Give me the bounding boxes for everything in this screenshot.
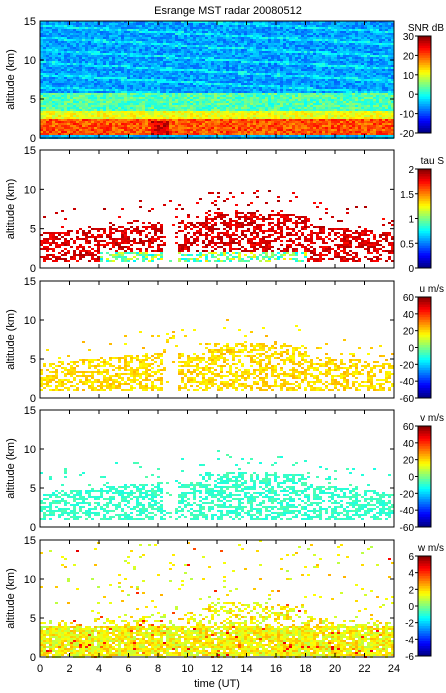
x-tick-label: 18 — [299, 663, 311, 675]
heatmap-cells-v — [40, 450, 394, 520]
y-tick-label-snr: 10 — [24, 55, 36, 67]
heatmap-cells-snr — [40, 21, 394, 139]
panel-tau: 0 5 10 15 altitude (km) 2 1.5 1 0.5 0 tau S — [5, 145, 444, 275]
colorbar-tick-label-snr: 20 — [403, 51, 415, 62]
colorbar-tick-label-snr: 30 — [403, 32, 415, 43]
colorbar-u: 60 40 20 0 -20 -40 -60 u m/s — [400, 284, 444, 405]
y-axis-label-v: altitude (km) — [5, 438, 17, 499]
y-tick-label-v: 5 — [30, 483, 36, 495]
heatmap-cells-tau — [40, 190, 394, 262]
colorbar-tick-label-v: 20 — [403, 456, 415, 467]
colorbar-tick-label-v: -20 — [400, 489, 415, 500]
y-tick-label-u: 10 — [24, 315, 36, 327]
y-tick-label-u: 5 — [30, 354, 36, 366]
y-tick-label-tau: 10 — [24, 184, 36, 196]
x-tick-label: 22 — [358, 663, 370, 675]
x-tick-label: 12 — [211, 663, 223, 675]
y-axis-label-u: altitude (km) — [5, 309, 17, 370]
colorbar-tick-label-u: -40 — [400, 377, 415, 388]
colorbar-tick-label-tau: 2 — [408, 165, 414, 176]
colorbar-label-snr: SNR dB — [408, 23, 444, 34]
colorbar-label-v: v m/s — [420, 413, 444, 424]
y-tick-label-u: 0 — [30, 393, 36, 405]
panel-u: 0 5 10 15 altitude (km) 60 40 20 0 -20 -40 -60 u m/s — [5, 276, 444, 405]
y-tick-label-snr: 15 — [24, 16, 36, 28]
x-tick-label: 0 — [37, 663, 43, 675]
y-tick-label-snr: 5 — [30, 94, 36, 106]
colorbar-tick-label-u: -60 — [400, 394, 415, 405]
colorbar-tau: 2 1.5 1 0.5 0 tau S — [400, 156, 444, 275]
colorbar-tick-label-u: 0 — [408, 344, 414, 355]
colorbar-tick-label-u: 40 — [403, 310, 415, 321]
colorbar-tick-label-tau: 0 — [408, 264, 414, 275]
colorbar-tick-label-v: 0 — [408, 473, 414, 484]
x-tick-label: 6 — [125, 663, 131, 675]
y-tick-label-w: 0 — [30, 652, 36, 664]
colorbar-tick-label-u: 60 — [403, 293, 415, 304]
colorbar-tick-label-u: -20 — [400, 360, 415, 371]
y-axis-label-snr: altitude (km) — [5, 49, 17, 110]
colorbar-tick-label-tau: 0.5 — [400, 239, 414, 250]
colorbar-tick-label-tau: 1.5 — [400, 190, 414, 201]
x-tick-label: 24 — [388, 663, 400, 675]
y-tick-label-w: 5 — [30, 613, 36, 625]
colorbar-tick-label-v: 60 — [403, 422, 415, 433]
colorbar-tick-label-v: 40 — [403, 439, 415, 450]
y-tick-label-tau: 0 — [30, 263, 36, 275]
heatmap-cells-w — [40, 540, 394, 658]
colorbar-tick-label-tau: 1 — [408, 215, 414, 226]
colorbar-tick-label-snr: -20 — [400, 129, 415, 140]
x-tick-label: 8 — [155, 663, 161, 675]
colorbar-tick-label-w: -2 — [405, 619, 414, 630]
y-tick-label-tau: 5 — [30, 224, 36, 236]
colorbar-tick-label-w: -4 — [405, 635, 414, 646]
colorbar-w: 6 4 2 0 -2 -4 -6 w m/s — [405, 543, 444, 663]
colorbar-snr: 30 20 10 0 -10 -20 SNR dB — [400, 23, 445, 140]
y-tick-label-v: 0 — [30, 522, 36, 534]
colorbar-tick-label-snr: 0 — [408, 90, 414, 101]
y-tick-label-w: 10 — [24, 574, 36, 586]
colorbar-tick-label-w: 6 — [408, 552, 414, 563]
colorbar-label-w: w m/s — [417, 543, 444, 554]
y-tick-label-tau: 15 — [24, 145, 36, 157]
x-tick-label: 2 — [66, 663, 72, 675]
y-tick-label-w: 15 — [24, 535, 36, 547]
colorbar-tick-label-u: 20 — [403, 327, 415, 338]
y-axis-label-tau: altitude (km) — [5, 179, 17, 240]
colorbar-tick-label-w: 0 — [408, 602, 414, 613]
colorbar-tick-label-v: -40 — [400, 506, 415, 517]
y-axis-label-w: altitude (km) — [5, 568, 17, 629]
y-tick-label-u: 15 — [24, 276, 36, 288]
x-axis-label: time (UT) — [194, 678, 240, 690]
x-tick-label: 4 — [96, 663, 102, 675]
x-tick-label: 20 — [329, 663, 341, 675]
x-tick-label: 14 — [240, 663, 252, 675]
colorbar-tick-label-snr: 10 — [403, 71, 415, 82]
x-tick-label: 16 — [270, 663, 282, 675]
y-tick-label-v: 10 — [24, 444, 36, 456]
chart-title: Esrange MST radar 20080512 — [154, 5, 302, 17]
y-tick-label-snr: 0 — [30, 133, 36, 145]
colorbar-tick-label-w: 2 — [408, 585, 414, 596]
panel-snr: 0 5 10 15 altitude (km) 30 20 10 0 -10 -20 SNR dB — [5, 16, 444, 145]
panel-v: 0 5 10 15 altitude (km) 60 40 20 0 -20 -40 -60 v m/s — [5, 405, 444, 534]
colorbar-tick-label-w: -6 — [405, 652, 414, 663]
colorbar-v: 60 40 20 0 -20 -40 -60 v m/s — [400, 413, 444, 534]
heatmap-cells-u — [40, 319, 394, 391]
colorbar-label-u: u m/s — [420, 284, 444, 295]
panel-w: 0 5 10 15 altitude (km) 6 4 2 0 -2 -4 -6 w m/s — [5, 535, 444, 664]
y-tick-label-v: 15 — [24, 405, 36, 417]
colorbar-tick-label-snr: -10 — [400, 110, 415, 121]
x-tick-label: 10 — [181, 663, 193, 675]
colorbar-tick-label-w: 4 — [408, 569, 414, 580]
colorbar-tick-label-v: -60 — [400, 523, 415, 534]
colorbar-label-tau: tau S — [421, 156, 445, 167]
